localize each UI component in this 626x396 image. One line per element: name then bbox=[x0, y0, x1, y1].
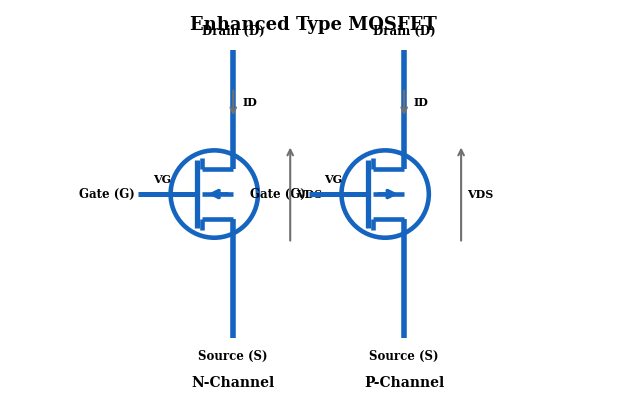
Text: Gate (G): Gate (G) bbox=[250, 188, 305, 200]
Text: Enhanced Type MOSFET: Enhanced Type MOSFET bbox=[190, 15, 436, 34]
Text: VDS: VDS bbox=[467, 188, 493, 200]
Text: VG: VG bbox=[324, 173, 342, 185]
Text: Drain (D): Drain (D) bbox=[202, 25, 265, 38]
Text: Source (S): Source (S) bbox=[198, 350, 268, 363]
Text: ID: ID bbox=[243, 97, 258, 109]
Text: Gate (G): Gate (G) bbox=[79, 188, 135, 200]
Text: VDS: VDS bbox=[296, 188, 322, 200]
Text: VG: VG bbox=[153, 173, 172, 185]
Text: Source (S): Source (S) bbox=[369, 350, 439, 363]
Text: P-Channel: P-Channel bbox=[364, 376, 444, 390]
Text: ID: ID bbox=[414, 97, 429, 109]
Text: N-Channel: N-Channel bbox=[192, 376, 275, 390]
Text: Drain (D): Drain (D) bbox=[373, 25, 436, 38]
